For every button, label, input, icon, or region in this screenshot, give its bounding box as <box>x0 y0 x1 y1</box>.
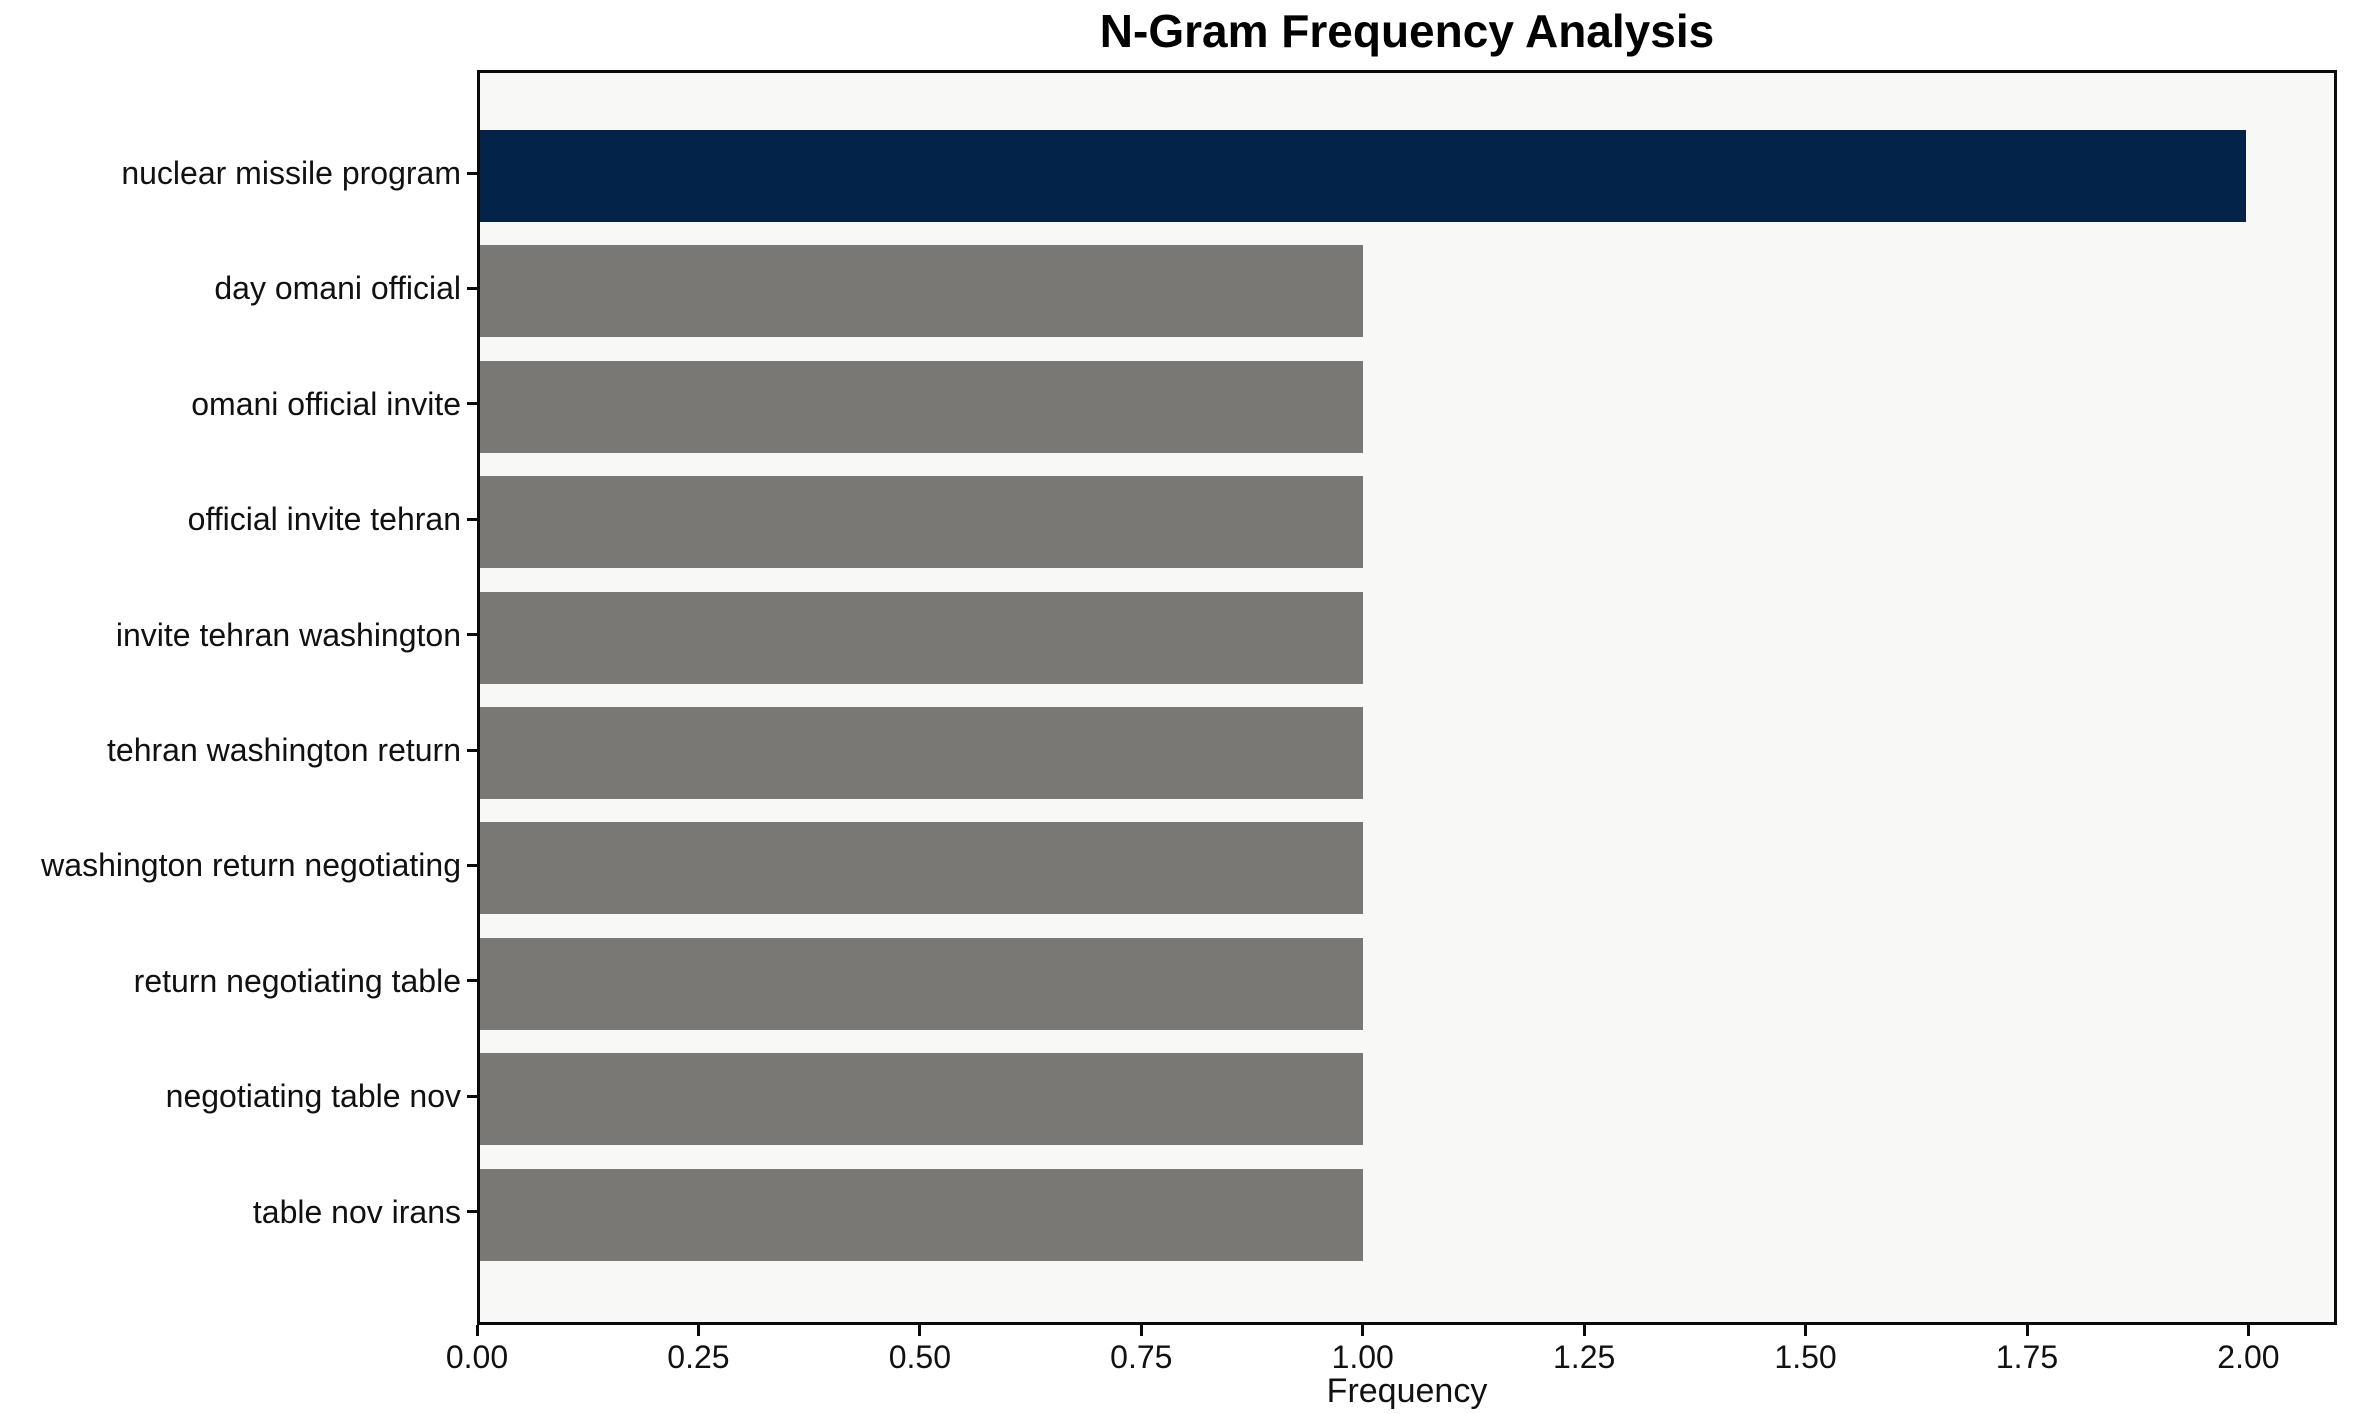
x-tick-label: 1.50 <box>1774 1339 1837 1375</box>
x-tick-mark <box>1582 1325 1586 1336</box>
y-axis-label: tehran washington return <box>107 732 461 768</box>
y-tick-mark <box>467 286 477 290</box>
y-axis-label: official invite tehran <box>187 501 461 538</box>
x-tick-label: 2.00 <box>2217 1339 2280 1375</box>
y-axis-label: table nov irans <box>252 1193 461 1230</box>
y-axis-label: nuclear missile program <box>121 155 461 191</box>
bar <box>480 937 1363 1030</box>
y-tick-mark <box>467 633 477 637</box>
x-tick-mark <box>1139 1325 1143 1336</box>
x-tick-label: 1.25 <box>1553 1339 1616 1375</box>
x-tick-mark <box>2246 1325 2250 1336</box>
x-tick-label: 0.00 <box>445 1339 509 1375</box>
y-tick-mark <box>467 1210 477 1214</box>
x-tick-label: 1.00 <box>1331 1339 1394 1375</box>
y-axis-label: omani official invite <box>191 385 461 422</box>
x-tick-mark <box>1804 1325 1808 1336</box>
bar <box>480 245 1363 338</box>
bar <box>480 1053 1363 1146</box>
bar <box>480 707 1363 799</box>
x-tick-label: 0.50 <box>888 1339 951 1375</box>
y-tick-mark <box>467 402 477 406</box>
y-tick-mark <box>467 517 477 521</box>
x-tick-mark <box>2025 1325 2029 1336</box>
y-tick-mark <box>467 979 477 983</box>
y-tick-mark <box>467 863 477 867</box>
y-tick-mark <box>467 171 477 175</box>
x-tick-mark <box>1361 1325 1365 1336</box>
x-tick-label: 0.25 <box>667 1339 730 1375</box>
x-tick-label: 0.75 <box>1110 1339 1173 1375</box>
x-tick-label: 1.75 <box>1995 1339 2059 1375</box>
bar <box>480 130 2246 222</box>
plot-area <box>477 70 2337 1325</box>
bar <box>480 1168 1363 1261</box>
bar <box>480 476 1363 569</box>
y-axis-label: invite tehran washington <box>115 616 461 653</box>
y-tick-mark <box>467 748 477 752</box>
x-tick-mark <box>696 1325 700 1336</box>
bar <box>480 591 1363 684</box>
bar <box>480 822 1363 915</box>
x-tick-mark <box>475 1325 479 1336</box>
y-axis-label: day omani official <box>214 270 461 307</box>
chart-title: N-Gram Frequency Analysis <box>1099 5 1715 57</box>
bar <box>480 360 1363 453</box>
x-axis-title: Frequency <box>1326 1372 1488 1410</box>
y-axis-label: return negotiating table <box>133 962 461 999</box>
y-axis-label: washington return negotiating <box>41 847 461 884</box>
x-tick-mark <box>918 1325 922 1336</box>
y-tick-mark <box>467 1094 477 1098</box>
y-axis-label: negotiating table nov <box>165 1078 461 1115</box>
